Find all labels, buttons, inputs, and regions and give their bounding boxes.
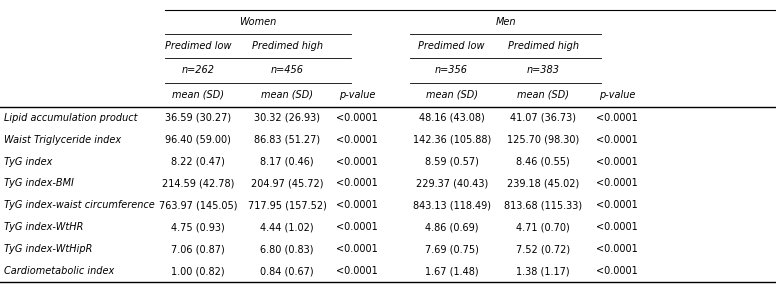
Text: Men: Men: [495, 17, 516, 27]
Text: p-value: p-value: [339, 90, 375, 100]
Text: 4.44 (1.02): 4.44 (1.02): [260, 222, 314, 232]
Text: 48.16 (43.08): 48.16 (43.08): [419, 113, 484, 123]
Text: 0.84 (0.67): 0.84 (0.67): [260, 266, 314, 276]
Text: 4.75 (0.93): 4.75 (0.93): [171, 222, 225, 232]
Text: TyG index: TyG index: [4, 157, 52, 166]
Text: <0.0001: <0.0001: [336, 157, 378, 166]
Text: 7.52 (0.72): 7.52 (0.72): [516, 244, 570, 254]
Text: n=456: n=456: [271, 65, 303, 75]
Text: Women: Women: [239, 17, 276, 27]
Text: 6.80 (0.83): 6.80 (0.83): [261, 244, 314, 254]
Text: 8.59 (0.57): 8.59 (0.57): [424, 157, 479, 166]
Text: <0.0001: <0.0001: [596, 113, 638, 123]
Text: 763.97 (145.05): 763.97 (145.05): [158, 200, 237, 211]
Text: 1.00 (0.82): 1.00 (0.82): [171, 266, 225, 276]
Text: <0.0001: <0.0001: [596, 244, 638, 254]
Text: TyG index-WtHR: TyG index-WtHR: [4, 222, 83, 232]
Text: <0.0001: <0.0001: [336, 113, 378, 123]
Text: 30.32 (26.93): 30.32 (26.93): [254, 113, 320, 123]
Text: Predimed low: Predimed low: [418, 41, 485, 51]
Text: 142.36 (105.88): 142.36 (105.88): [413, 134, 490, 145]
Text: <0.0001: <0.0001: [596, 200, 638, 211]
Text: Predimed high: Predimed high: [251, 41, 323, 51]
Text: n=356: n=356: [435, 65, 468, 75]
Text: TyG index-waist circumference: TyG index-waist circumference: [4, 200, 154, 211]
Text: n=383: n=383: [527, 65, 559, 75]
Text: 229.37 (40.43): 229.37 (40.43): [415, 179, 488, 189]
Text: 8.22 (0.47): 8.22 (0.47): [171, 157, 225, 166]
Text: <0.0001: <0.0001: [596, 157, 638, 166]
Text: 204.97 (45.72): 204.97 (45.72): [251, 179, 324, 189]
Text: 41.07 (36.73): 41.07 (36.73): [510, 113, 577, 123]
Text: Waist Triglyceride index: Waist Triglyceride index: [4, 134, 121, 145]
Text: 7.06 (0.87): 7.06 (0.87): [171, 244, 225, 254]
Text: 239.18 (45.02): 239.18 (45.02): [507, 179, 580, 189]
Text: <0.0001: <0.0001: [596, 222, 638, 232]
Text: Lipid accumulation product: Lipid accumulation product: [4, 113, 137, 123]
Text: 717.95 (157.52): 717.95 (157.52): [248, 200, 327, 211]
Text: 86.83 (51.27): 86.83 (51.27): [254, 134, 320, 145]
Text: <0.0001: <0.0001: [596, 179, 638, 189]
Text: 813.68 (115.33): 813.68 (115.33): [504, 200, 582, 211]
Text: mean (SD): mean (SD): [517, 90, 570, 100]
Text: mean (SD): mean (SD): [261, 90, 314, 100]
Text: 96.40 (59.00): 96.40 (59.00): [165, 134, 230, 145]
Text: Predimed low: Predimed low: [165, 41, 231, 51]
Text: 36.59 (30.27): 36.59 (30.27): [165, 113, 231, 123]
Text: n=262: n=262: [182, 65, 214, 75]
Text: 214.59 (42.78): 214.59 (42.78): [161, 179, 234, 189]
Text: TyG index-WtHipR: TyG index-WtHipR: [4, 244, 92, 254]
Text: 125.70 (98.30): 125.70 (98.30): [507, 134, 580, 145]
Text: <0.0001: <0.0001: [336, 200, 378, 211]
Text: 8.17 (0.46): 8.17 (0.46): [260, 157, 314, 166]
Text: 1.67 (1.48): 1.67 (1.48): [424, 266, 479, 276]
Text: 8.46 (0.55): 8.46 (0.55): [516, 157, 570, 166]
Text: 1.38 (1.17): 1.38 (1.17): [516, 266, 570, 276]
Text: <0.0001: <0.0001: [336, 134, 378, 145]
Text: <0.0001: <0.0001: [596, 134, 638, 145]
Text: <0.0001: <0.0001: [336, 266, 378, 276]
Text: <0.0001: <0.0001: [596, 266, 638, 276]
Text: 4.71 (0.70): 4.71 (0.70): [516, 222, 570, 232]
Text: mean (SD): mean (SD): [171, 90, 224, 100]
Text: <0.0001: <0.0001: [336, 244, 378, 254]
Text: Cardiometabolic index: Cardiometabolic index: [4, 266, 114, 276]
Text: mean (SD): mean (SD): [425, 90, 478, 100]
Text: 843.13 (118.49): 843.13 (118.49): [413, 200, 490, 211]
Text: 7.69 (0.75): 7.69 (0.75): [424, 244, 479, 254]
Text: <0.0001: <0.0001: [336, 222, 378, 232]
Text: Predimed high: Predimed high: [508, 41, 579, 51]
Text: p-value: p-value: [599, 90, 635, 100]
Text: 4.86 (0.69): 4.86 (0.69): [425, 222, 478, 232]
Text: <0.0001: <0.0001: [336, 179, 378, 189]
Text: TyG index-BMI: TyG index-BMI: [4, 179, 74, 189]
